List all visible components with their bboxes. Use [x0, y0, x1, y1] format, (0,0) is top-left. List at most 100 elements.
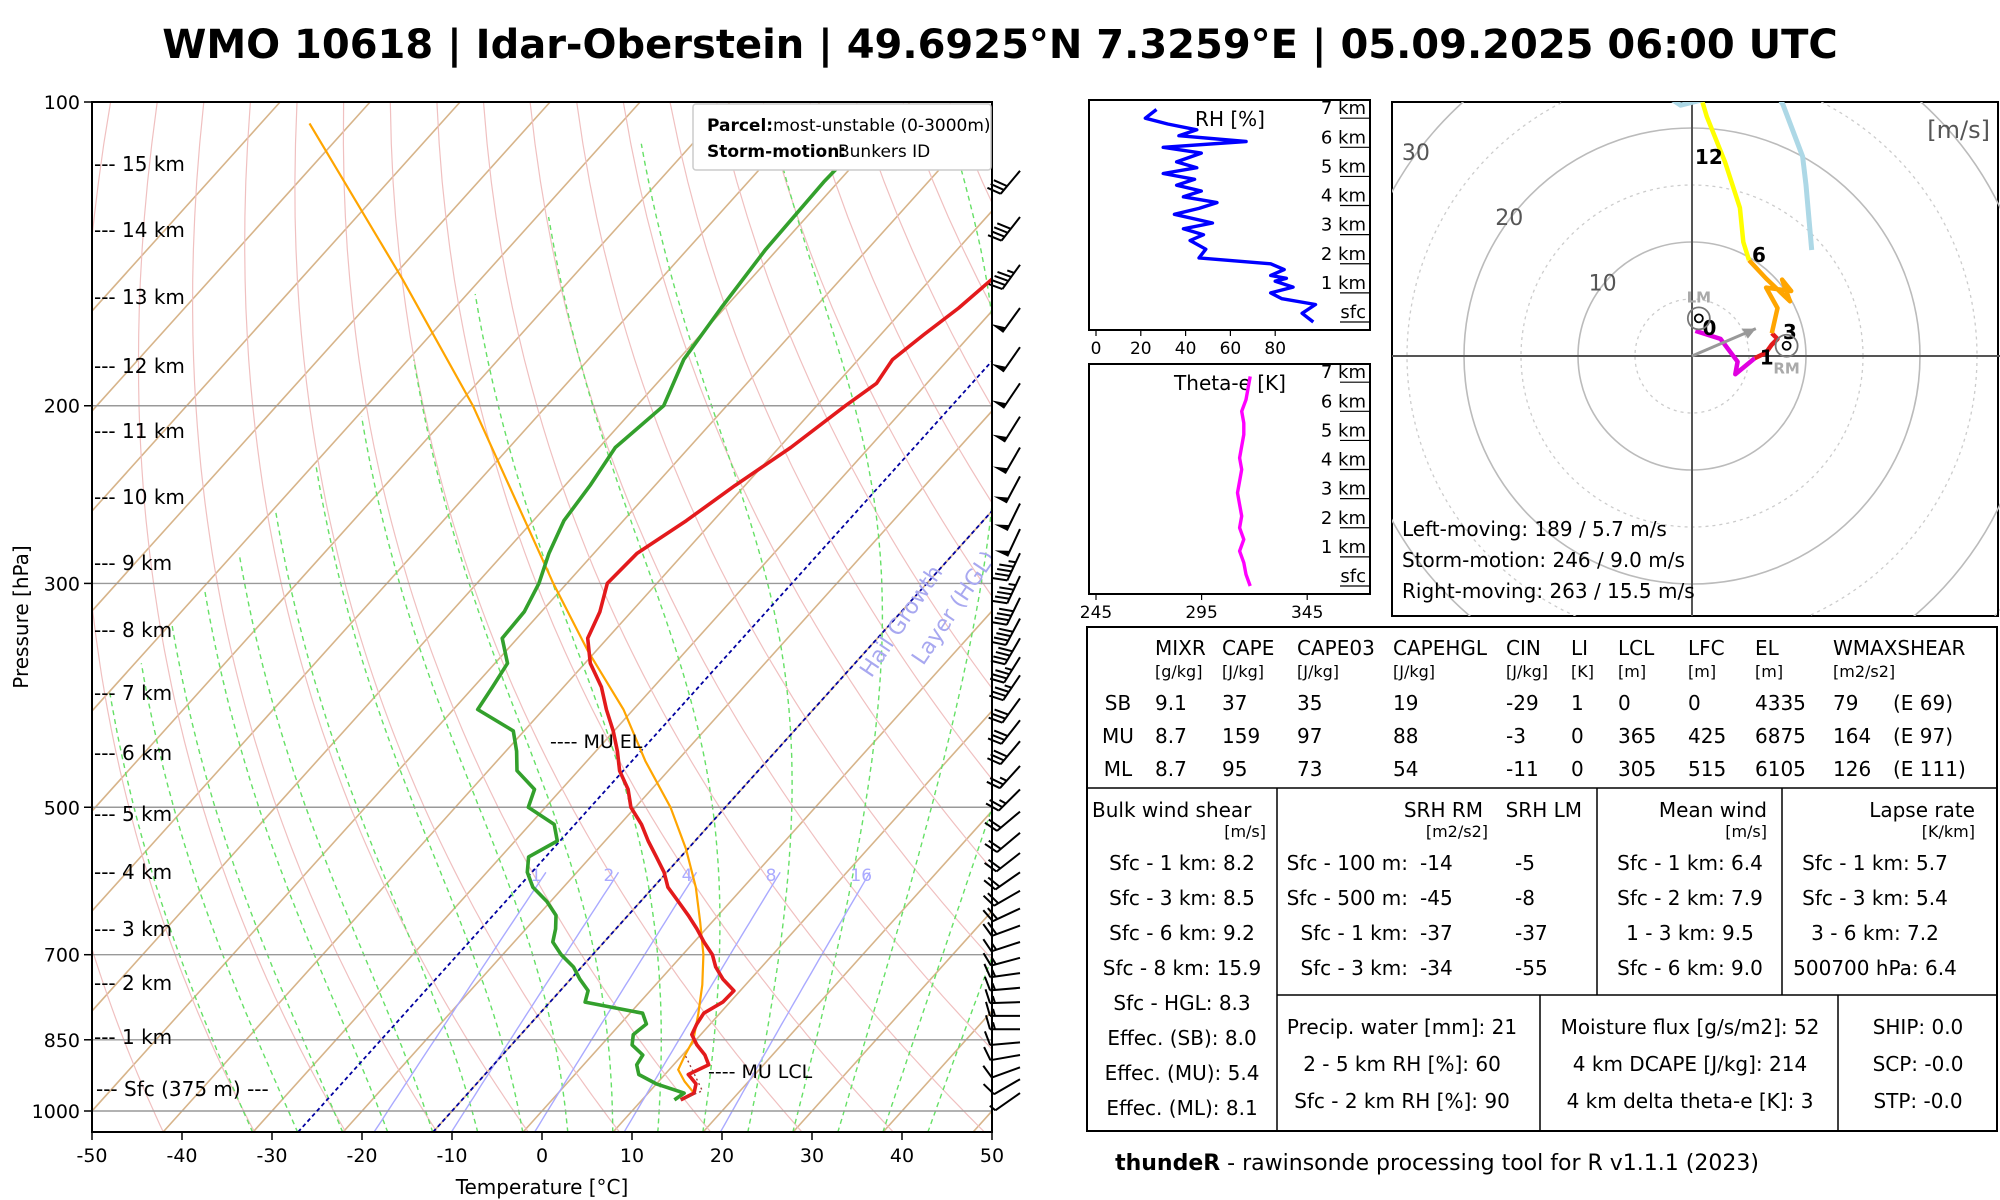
wind-barb	[989, 656, 1021, 684]
barb-full	[986, 780, 1001, 790]
legend-parcel-value: most-unstable (0-3000m)	[773, 116, 991, 136]
lapse-row: 500700 hPa: 6.4	[1793, 956, 1957, 980]
barb-staff	[1001, 346, 1021, 373]
legend-storm-key: Storm-motion:	[707, 142, 846, 162]
isotherm	[522, 609, 992, 1132]
barb-full	[996, 632, 1011, 638]
wind-barb	[989, 674, 1021, 702]
barb-full	[993, 749, 1008, 758]
barb-full	[990, 183, 1005, 191]
composite-row: SCP: -0.0	[1873, 1052, 1964, 1076]
km-label: 1 km	[1321, 537, 1366, 558]
x-tick-label: 40	[1175, 339, 1197, 359]
barb-full	[989, 694, 1004, 702]
param-cell: 79	[1833, 691, 1858, 715]
isotherm	[702, 809, 992, 1132]
barb-flag	[994, 550, 1010, 557]
barb-flag	[993, 496, 1009, 503]
shear-row: Effec. (SB): 8.0	[1107, 1026, 1256, 1050]
barb-full	[995, 651, 1011, 657]
km-label: 7 km	[1321, 98, 1366, 119]
barb-full	[987, 921, 998, 935]
moist-adiabat	[775, 143, 884, 1132]
mixing-ratio-label: 4	[682, 866, 693, 886]
height-label: --- 4 km	[94, 860, 172, 884]
barb-full	[987, 757, 1002, 766]
param-header: CIN	[1506, 636, 1541, 660]
skewt-ylabel: Pressure [hPa]	[9, 545, 33, 688]
dry-adiabat	[244, 102, 529, 1132]
dry-adiabat	[389, 102, 803, 1132]
height-label: --- 15 km	[94, 152, 185, 176]
param-cell: 9.1	[1155, 691, 1187, 715]
barb-staff	[1001, 264, 1021, 290]
barb-half	[992, 1008, 996, 1017]
dewpoint-line	[475, 122, 882, 1102]
param-unit: [J/kg]	[1297, 662, 1339, 681]
barb-full	[999, 563, 1014, 568]
barb-full	[992, 600, 1008, 605]
param-cell: 37	[1222, 691, 1247, 715]
param-unit: [K]	[1571, 662, 1594, 681]
barb-full	[993, 729, 1009, 737]
param-unit: [m]	[1755, 662, 1783, 681]
barb-full	[988, 818, 1002, 829]
km-label: sfc	[1340, 566, 1366, 587]
height-label: --- 11 km	[94, 419, 185, 443]
param-unit: [m]	[1618, 662, 1646, 681]
param-cell: (E 69)	[1893, 691, 1953, 715]
height-label: --- 13 km	[94, 285, 185, 309]
param-cell: 35	[1297, 691, 1322, 715]
km-label: 6 km	[1321, 127, 1366, 148]
barb-full	[983, 1031, 992, 1046]
isotherm	[92, 102, 371, 413]
barb-half	[999, 799, 1007, 805]
barb-full	[989, 799, 1003, 808]
footer-brand: thundeR	[1115, 1151, 1220, 1176]
wind-barb	[983, 852, 1021, 873]
param-row-label: SB	[1105, 691, 1131, 715]
height-label: --- Sfc (375 m) ---	[96, 1077, 269, 1101]
isotherm	[92, 102, 641, 713]
km-label: 2 km	[1321, 244, 1366, 265]
isotherm	[162, 209, 992, 1132]
dry-adiabat	[576, 102, 992, 961]
barb-staff	[992, 907, 1021, 923]
hodo-height-marker: 3	[1783, 320, 1797, 344]
barb-full	[982, 938, 993, 952]
param-cell: 97	[1297, 724, 1322, 748]
x-tick-label: 50	[980, 1145, 1004, 1167]
km-label: 3 km	[1321, 215, 1366, 236]
barb-full	[988, 839, 1002, 850]
isotherm	[432, 509, 992, 1132]
srh-row-label: Sfc - 3 km:	[1300, 956, 1408, 980]
p-tick-label: 700	[44, 945, 80, 967]
param-cell: 95	[1222, 757, 1247, 781]
barb-full	[985, 802, 1000, 812]
x-tick-label: 10	[620, 1145, 644, 1167]
isotherm	[792, 909, 992, 1132]
param-cell: 6875	[1755, 724, 1806, 748]
srh-unit: [m2/s2]	[1426, 822, 1488, 841]
km-label: 6 km	[1321, 391, 1366, 412]
dry-adiabat	[436, 102, 895, 1132]
param-cell: 4335	[1755, 691, 1806, 715]
wind-barb	[992, 575, 1021, 605]
barb-full	[982, 1083, 995, 1095]
srh-lm-value: -37	[1515, 921, 1548, 945]
param-cell: 0	[1571, 757, 1584, 781]
barb-half	[991, 995, 996, 1004]
barb-full	[997, 590, 1012, 596]
hodo-height-marker: 6	[1752, 243, 1766, 267]
barb-half	[991, 982, 997, 991]
mean-wind-row: Sfc - 6 km: 9.0	[1617, 956, 1763, 980]
km-label: 4 km	[1321, 186, 1366, 207]
p-tick-label: 850	[44, 1030, 80, 1052]
barb-full	[993, 226, 1009, 234]
param-header: EL	[1755, 636, 1780, 660]
wind-barbs	[982, 170, 1021, 1112]
mixing-ratio-label: 8	[766, 866, 777, 886]
km-label: 1 km	[1321, 273, 1366, 294]
barb-full	[994, 708, 1009, 716]
